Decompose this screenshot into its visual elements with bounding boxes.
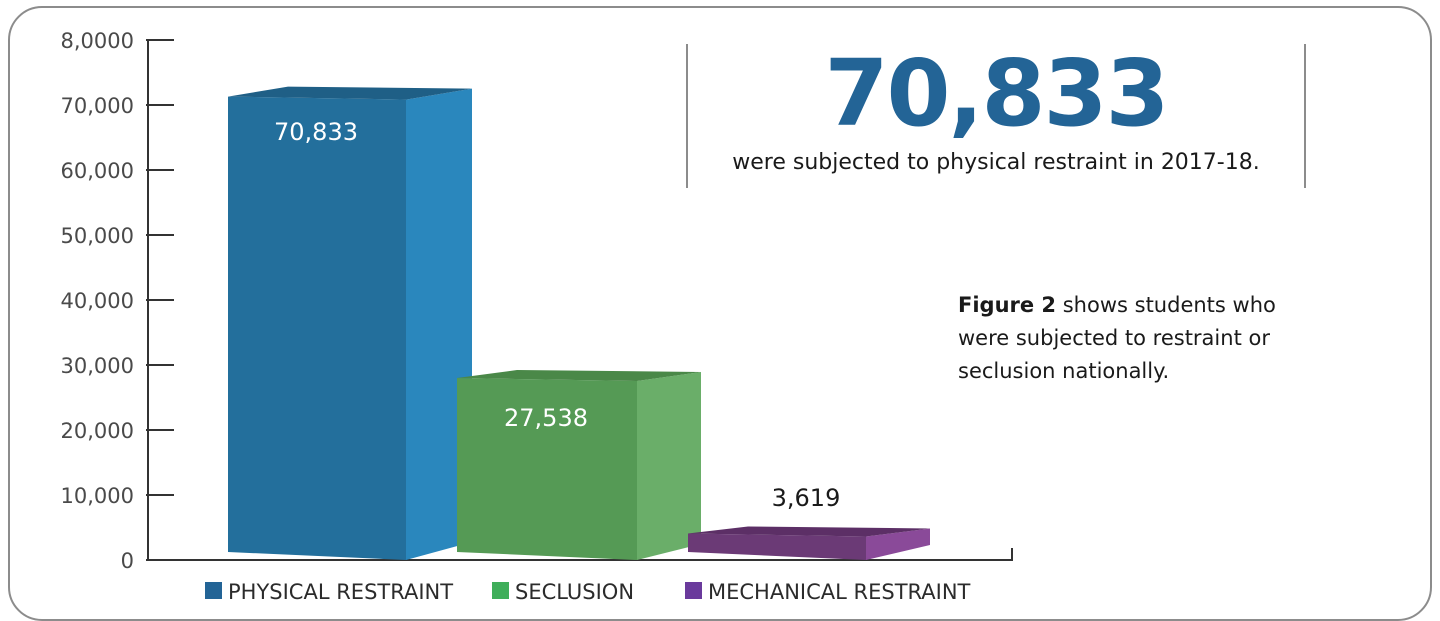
y-tick-label: 20,000: [61, 419, 134, 443]
figure-note-text: shows students who were subjected to res…: [958, 293, 1276, 383]
y-tick-label: 60,000: [61, 159, 134, 183]
y-tick-label: 30,000: [61, 354, 134, 378]
bar-side-face: [637, 372, 701, 560]
figure-note: Figure 2 shows students who were subject…: [958, 289, 1318, 388]
bar-side-face: [866, 528, 930, 560]
bar-top-face: [688, 526, 930, 537]
callout-big-number: 70,833: [824, 40, 1169, 147]
callout-caption: were subjected to physical restraint in …: [732, 150, 1260, 175]
bar-side-face: [406, 88, 472, 560]
callout-left-divider: [686, 44, 688, 188]
legend-item: MECHANICAL RESTRAINT: [685, 580, 971, 604]
legend-swatch: [492, 582, 509, 599]
legend-item: SECLUSION: [492, 580, 634, 604]
bar-top-face: [228, 86, 472, 100]
bar-front-face: [688, 533, 866, 560]
y-tick-label: 0: [121, 549, 134, 573]
y-tick-label: 50,000: [61, 224, 134, 248]
legend-swatch: [685, 582, 702, 599]
bar-value-label: 27,538: [504, 404, 588, 432]
legend-label: PHYSICAL RESTRAINT: [228, 580, 453, 604]
y-tick-label: 8,0000: [61, 29, 134, 53]
figure-note-bold: Figure 2: [958, 293, 1057, 317]
y-tick-label: 70,000: [61, 94, 134, 118]
callout-right-divider: [1304, 44, 1306, 188]
legend-label: MECHANICAL RESTRAINT: [708, 580, 971, 604]
bar-value-label: 3,619: [772, 484, 841, 512]
callout: 70,833 were subjected to physical restra…: [686, 44, 1306, 188]
y-tick-label: 40,000: [61, 289, 134, 313]
legend-item: PHYSICAL RESTRAINT: [205, 580, 453, 604]
legend-label: SECLUSION: [515, 580, 634, 604]
bar-front-face: [457, 378, 637, 560]
bar-1: 70,833: [228, 86, 472, 560]
bar-front-face: [228, 96, 406, 560]
bar-value-label: 70,833: [274, 118, 358, 146]
y-tick-label: 10,000: [61, 484, 134, 508]
bar-2: 27,538: [457, 370, 701, 560]
bar-top-face: [457, 370, 701, 382]
bar-3: 3,619: [688, 484, 930, 560]
legend-swatch: [205, 582, 222, 599]
